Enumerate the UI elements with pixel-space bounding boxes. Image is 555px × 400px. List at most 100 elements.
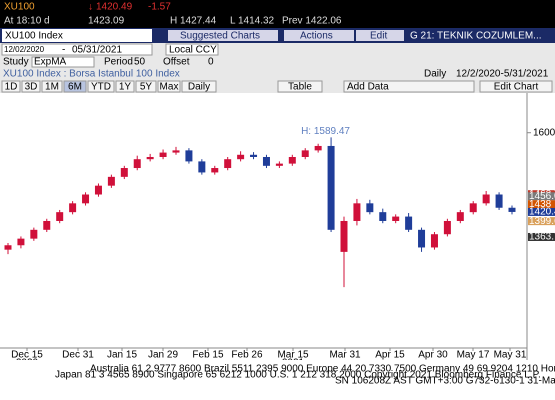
menu-label: Actions xyxy=(300,31,333,42)
candle-body xyxy=(353,203,361,221)
button[interactable] xyxy=(479,80,553,93)
price-tag xyxy=(528,207,555,216)
frequency: Daily xyxy=(424,69,446,80)
prev: Prev 1422.06 xyxy=(282,16,342,27)
footer-line: Australia 61 2 9777 8600 Brazil 5511 239… xyxy=(90,364,555,375)
menu-label: Edit xyxy=(370,31,387,42)
menu[interactable] xyxy=(284,30,354,41)
candle-body xyxy=(340,220,348,252)
chart-area xyxy=(0,93,555,360)
candle-body xyxy=(508,207,516,212)
candle-body xyxy=(250,154,258,157)
candle-body xyxy=(430,234,438,248)
button-label: Edit Chart xyxy=(494,82,539,93)
button-label: 6M xyxy=(68,82,82,93)
menu[interactable] xyxy=(356,30,404,41)
x-tick-label: Mar 15 xyxy=(277,350,309,361)
y-tick-label: 1600 xyxy=(533,127,555,138)
x-tick-label: Apr 15 xyxy=(375,350,405,361)
button-label: Table xyxy=(288,82,312,93)
button-label: YTD xyxy=(91,82,111,93)
currency[interactable] xyxy=(165,43,219,56)
button[interactable] xyxy=(181,80,217,93)
candle-body xyxy=(94,185,102,195)
candle-body xyxy=(4,245,12,250)
candle-body xyxy=(418,229,426,248)
offset-label: Offset xyxy=(163,57,190,68)
x-tick-label: May 17 xyxy=(457,350,490,361)
candle-body xyxy=(237,154,245,160)
open: 1423.09 xyxy=(88,16,125,27)
price-tag-label: 1456.03 xyxy=(529,191,555,202)
price-tag xyxy=(528,217,555,226)
candle-body xyxy=(482,194,490,204)
candle-body xyxy=(275,163,283,166)
offset: 0 xyxy=(208,57,214,68)
study-box[interactable] xyxy=(31,56,95,68)
button[interactable] xyxy=(63,80,87,93)
price-tag xyxy=(528,200,555,209)
time: At 18:10 d xyxy=(4,16,50,27)
candle-body xyxy=(146,156,154,160)
button[interactable] xyxy=(21,80,41,93)
candle-body xyxy=(301,150,309,157)
price-tag xyxy=(528,192,555,201)
candle-body xyxy=(288,156,296,164)
price-tag-label: 1420.49 xyxy=(529,207,555,218)
dash: - xyxy=(62,45,65,56)
price-tag xyxy=(528,232,555,241)
candle-body xyxy=(198,161,206,173)
button-label: 1M xyxy=(45,82,59,93)
arrow: ↓ xyxy=(88,2,93,13)
x-tick-label: Dec 31 xyxy=(62,350,94,361)
high: H 1427.44 xyxy=(170,16,217,27)
security: XU100 Index xyxy=(5,31,63,42)
study-label: Study xyxy=(3,57,29,68)
button[interactable] xyxy=(1,80,21,93)
button-label: Add Data xyxy=(347,82,389,93)
price-tag-label: 1363.76 xyxy=(529,232,555,243)
candle-body xyxy=(133,159,141,169)
candle-body xyxy=(69,203,77,213)
button[interactable] xyxy=(41,80,63,93)
price-tag-label: 1399.65 xyxy=(529,216,555,227)
x-tick-label: Jan 29 xyxy=(148,350,178,361)
candle-body xyxy=(120,168,128,177)
annotation: H: 1589.47 xyxy=(301,126,350,137)
change: -1.57 xyxy=(148,2,171,13)
button[interactable] xyxy=(277,80,323,93)
button-label: 3D xyxy=(25,82,38,93)
x-tick-label: Apr 30 xyxy=(418,350,448,361)
period: 50 xyxy=(134,57,146,68)
candle-body xyxy=(495,194,503,208)
footer-line: Japan 81 3 4565 8900 Singapore 65 6212 1… xyxy=(55,370,541,381)
button[interactable] xyxy=(157,80,181,93)
candle-body xyxy=(392,216,400,221)
button-label: 1Y xyxy=(119,82,132,93)
candle-body xyxy=(172,150,180,153)
candle-body xyxy=(185,150,193,162)
candle-body xyxy=(159,152,167,157)
x-tick-label: Dec 15 xyxy=(11,350,43,361)
date-range[interactable] xyxy=(1,43,153,56)
price-tag-label: 1438 xyxy=(529,199,552,210)
x-tick-label: May 31 xyxy=(494,350,527,361)
button[interactable] xyxy=(87,80,115,93)
menu[interactable] xyxy=(168,30,278,41)
low: L 1414.32 xyxy=(230,16,275,27)
button[interactable] xyxy=(135,80,157,93)
button[interactable] xyxy=(343,80,475,93)
candle-body xyxy=(211,168,219,173)
candle-body xyxy=(107,176,115,186)
period-label: Period xyxy=(104,57,133,68)
button[interactable] xyxy=(115,80,135,93)
candle-body xyxy=(30,229,38,239)
x-tick-label: Feb 26 xyxy=(231,350,263,361)
candle-body xyxy=(82,194,90,204)
candle-body xyxy=(469,203,477,213)
button-label: Max xyxy=(160,82,179,93)
candle-body xyxy=(443,220,451,235)
security-box[interactable] xyxy=(2,29,152,42)
candle-body xyxy=(43,220,51,230)
